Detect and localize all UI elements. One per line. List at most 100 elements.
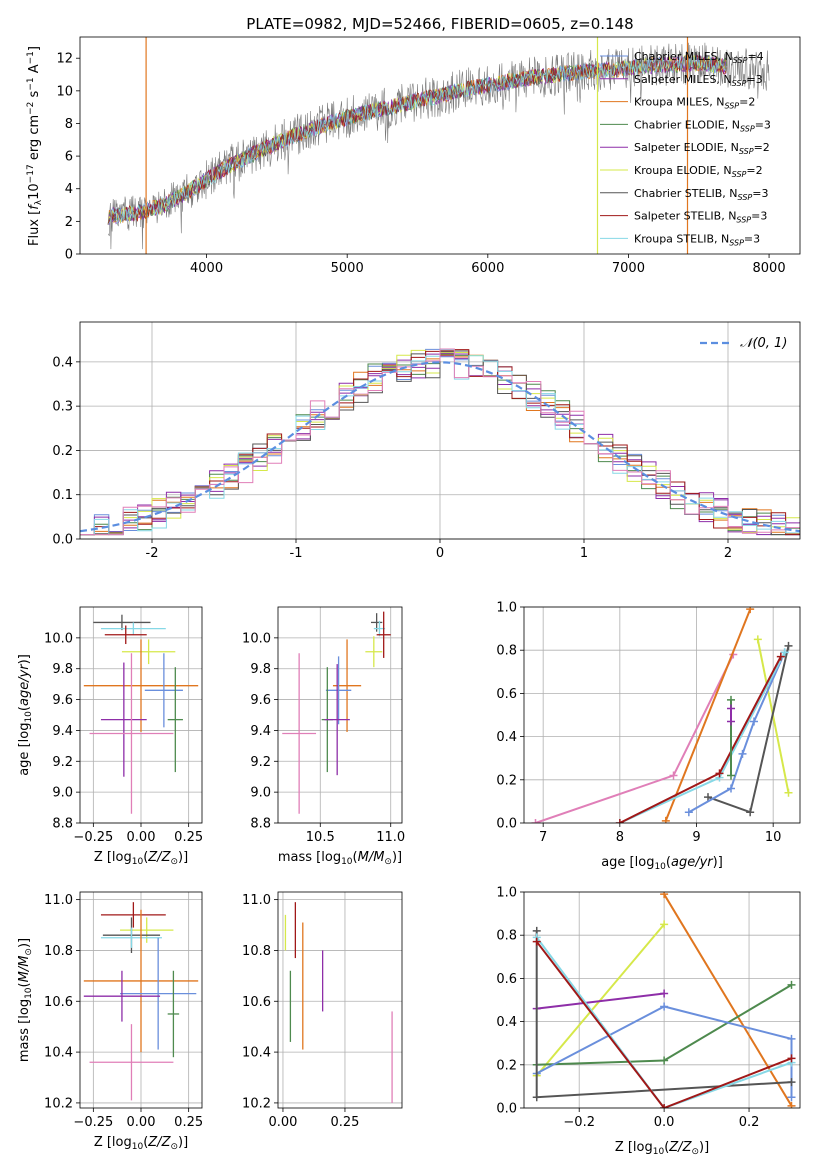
series-line [535,923,665,1077]
y-axis-label: mass [log10(M/M⊙)] [17,938,34,1062]
plus-marker [531,819,540,823]
plot-area [284,902,393,1103]
x-axis-label: Z [log10(Z/Z⊙)] [94,850,188,867]
legend-label: 𝒩(0, 1) [740,336,787,351]
weight-series [532,989,669,1013]
series-line [619,651,786,823]
weight-series [615,652,785,823]
plus-marker [669,771,678,780]
plus-marker [660,1104,669,1108]
x-tick-label: 0.25 [174,830,203,845]
plus-marker [784,641,793,650]
plus-marker [787,1034,796,1043]
x-tick-label: 8000 [753,261,786,276]
legend-label: Kroupa STELIB, NSSP=3 [634,232,760,247]
axis-ticks: 4000 5000 6000 7000 8000 0 2 4 6 8 10 12 [56,52,785,276]
y-tick-label: 0.3 [52,400,73,415]
axes-frame [277,891,403,1109]
x-tick-label: 0 [436,546,444,561]
y-tick-label: 9.4 [52,724,73,739]
error-bar-point [325,656,352,725]
y-tick-label: 10.6 [44,995,73,1010]
plot-area [282,611,391,814]
error-bar-point [100,662,147,777]
error-bar-point [365,636,383,668]
y-tick-label: 0.0 [496,817,517,832]
axes-frame [79,36,801,255]
legend-label: Chabrier MILES, NSSP=4 [634,50,764,65]
x-tick-label: 0.00 [127,1115,156,1130]
x-tick-label: 2 [724,546,732,561]
error-bar-point [120,917,174,943]
error-bar-point [89,1024,174,1101]
plus-marker [787,1078,796,1087]
x-axis-label: Z [log10(Z/Z⊙)] [615,1140,709,1157]
weight-series [727,704,735,726]
x-tick-label: −0.2 [563,1115,595,1130]
y-tick-label: 6 [65,150,73,165]
y-tick-label: 11.0 [242,893,271,908]
x-tick-label: −0.25 [73,830,113,845]
y-tick-label: 0.8 [496,644,517,659]
axes-frame [79,606,203,824]
y-tick-label: 0.6 [496,972,517,987]
axes-frame [523,606,801,824]
legend-label: Chabrier STELIB, NSSP=3 [634,187,768,202]
plus-marker [727,717,735,726]
mass-vs-metallicity-panel: −0.25 0.00 0.25 10.2 10.4 10.6 10.8 11.0 Z [log1… [17,891,203,1152]
plot-area [532,892,796,1108]
weight-series [532,920,669,1080]
axes-frame [79,321,801,540]
y-tick-label: 0.0 [52,533,73,548]
y-tick-label: 0 [65,248,73,263]
plus-marker [727,771,735,780]
y-tick-label: 10.8 [44,944,73,959]
y-tick-label: 1.0 [496,601,517,616]
histogram-step [80,348,800,536]
plus-marker [660,892,669,899]
series-line [536,992,665,1010]
plus-marker [746,808,755,817]
legend-label: Salpeter MILES, NSSP=3 [634,73,763,88]
axis-ticks: 10.5 11.0 8.8 9.0 9.2 9.4 9.6 9.8 10.0 [242,631,405,845]
error-bar-point [100,927,162,948]
error-bar-point [167,970,180,1058]
plus-marker [660,920,669,929]
gaussian-curve [80,361,800,533]
error-bar-point [83,639,199,732]
plus-marker [787,1101,796,1108]
y-tick-label: 8.8 [250,817,271,832]
y-tick-label: 10.0 [44,631,73,646]
y-tick-label: 0.2 [52,444,73,459]
weight-series [615,648,789,823]
y-tick-label: 9.8 [250,662,271,677]
error-bar-point [324,664,350,776]
axis-ticks: -2 -1 0 1 2 0.0 0.1 0.2 0.3 0.4 [52,355,732,561]
error-bar-point [282,653,317,814]
grid-lines [278,892,402,1108]
y-tick-label: 10.0 [242,631,271,646]
y-tick-label: 9.6 [250,693,271,708]
axis-ticks: −0.25 0.00 0.25 8.8 9.0 9.2 9.4 9.6 9.8 10.0 [44,631,203,845]
series-line [664,608,752,822]
y-tick-label: 0.0 [496,1102,517,1117]
plus-marker [684,808,693,817]
x-tick-label: 0.25 [330,1115,359,1130]
error-bar-point [93,614,151,631]
x-tick-label: 0.0 [654,1115,675,1130]
error-bar-point [144,653,183,728]
y-tick-label: 9.0 [52,786,73,801]
y-tick-label: 10.2 [44,1096,73,1111]
x-tick-label: -2 [146,546,159,561]
y-tick-label: 1.0 [496,886,517,901]
y-tick-label: 0.4 [496,730,517,745]
x-tick-label: 5000 [331,261,364,276]
weight-series [532,926,796,1102]
plus-marker [776,652,785,661]
legend-label: Salpeter STELIB, NSSP=3 [634,210,767,225]
x-tick-label: -1 [290,546,303,561]
error-bar-point [100,902,166,928]
series-line [535,941,792,1108]
y-tick-label: 9.2 [52,755,73,770]
